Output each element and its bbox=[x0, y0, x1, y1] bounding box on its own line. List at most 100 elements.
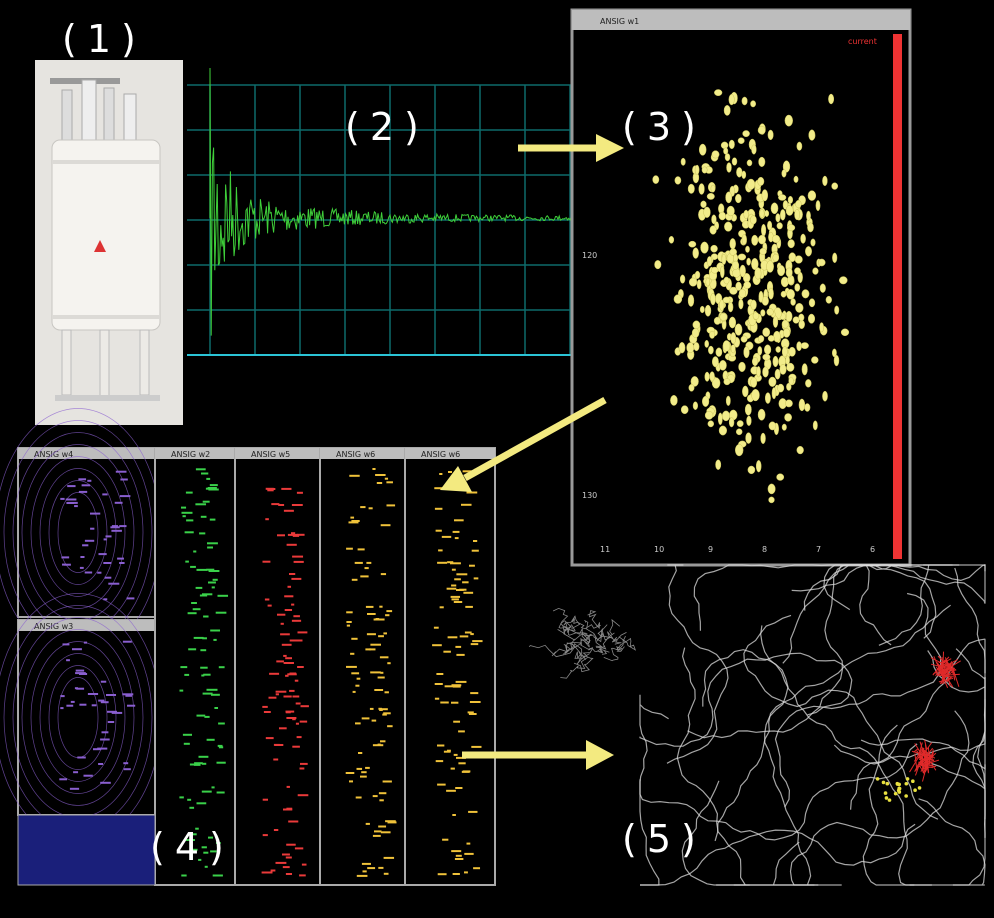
peak bbox=[809, 130, 815, 141]
peak bbox=[689, 384, 694, 391]
peak bbox=[768, 484, 775, 494]
peak bbox=[736, 282, 742, 290]
strip-peak bbox=[286, 844, 296, 846]
strip-peak bbox=[432, 644, 442, 646]
peak bbox=[702, 167, 707, 173]
strip-peak bbox=[385, 478, 388, 480]
peak bbox=[747, 179, 755, 190]
ligand-atom bbox=[904, 782, 908, 786]
strip-peak bbox=[212, 786, 215, 788]
strip-peak bbox=[99, 553, 107, 555]
strip-peak bbox=[125, 695, 132, 697]
strip-peak bbox=[82, 544, 88, 546]
strip-peak bbox=[440, 702, 448, 704]
strip-peak bbox=[186, 519, 193, 521]
peak bbox=[711, 185, 715, 192]
strip-peak bbox=[300, 721, 307, 723]
x-tick-label: 9 bbox=[708, 545, 713, 554]
ligand-atom bbox=[918, 786, 922, 790]
strip-peak bbox=[116, 471, 127, 473]
peak bbox=[839, 277, 847, 285]
peak bbox=[750, 101, 755, 107]
strip-peak bbox=[278, 504, 284, 506]
peak bbox=[805, 246, 811, 256]
strip-peak bbox=[444, 751, 451, 753]
peak bbox=[709, 331, 714, 338]
strip-peak bbox=[283, 809, 292, 811]
peak bbox=[693, 248, 699, 259]
strip-peak bbox=[193, 608, 201, 610]
strip-peak bbox=[59, 778, 67, 780]
strip-peak bbox=[274, 829, 278, 831]
peak bbox=[777, 474, 784, 481]
peak bbox=[772, 235, 780, 243]
strip-peak bbox=[180, 690, 184, 692]
strip-peak bbox=[386, 610, 392, 612]
strip-peak bbox=[269, 697, 277, 699]
strip-peak bbox=[435, 508, 443, 510]
strip-peak bbox=[274, 744, 280, 746]
strip-peak bbox=[199, 532, 205, 534]
strip-peak bbox=[386, 481, 393, 483]
peak bbox=[744, 282, 751, 289]
strip-peak bbox=[350, 517, 354, 519]
strip-peak bbox=[436, 530, 442, 532]
peak bbox=[822, 391, 827, 401]
strip-peak bbox=[108, 583, 119, 585]
strip-peak bbox=[100, 782, 111, 784]
strip-peak bbox=[300, 763, 308, 765]
ligand-atom bbox=[913, 788, 917, 792]
strip-peak bbox=[351, 520, 359, 522]
page: ANSIG w1 current 11109876120130 ANSIG w4… bbox=[0, 0, 994, 918]
ligand-atom bbox=[897, 783, 901, 787]
peak bbox=[841, 329, 849, 336]
strip-peak bbox=[298, 631, 308, 633]
strip-peak bbox=[102, 731, 109, 733]
strip-peak bbox=[349, 475, 359, 477]
strip-peak bbox=[196, 468, 206, 470]
peak bbox=[732, 269, 740, 278]
strip-peak bbox=[375, 474, 385, 476]
strip-peak bbox=[472, 640, 482, 642]
strip-peak bbox=[60, 707, 63, 709]
info-box bbox=[18, 815, 155, 885]
strip-peak bbox=[465, 606, 473, 608]
peak bbox=[828, 94, 833, 104]
strip-peak bbox=[287, 673, 296, 675]
strip-peak bbox=[202, 763, 206, 765]
strip-peak bbox=[383, 781, 392, 783]
peak bbox=[759, 157, 765, 167]
strip-peak bbox=[280, 633, 290, 635]
peak bbox=[700, 306, 704, 313]
strip-peak bbox=[365, 767, 370, 769]
peak bbox=[808, 314, 815, 323]
peak bbox=[834, 306, 838, 315]
peak bbox=[776, 346, 781, 352]
strip-peak bbox=[285, 657, 292, 659]
peak bbox=[769, 422, 776, 430]
figure: ANSIG w1 current 11109876120130 ANSIG w4… bbox=[0, 0, 994, 918]
peak bbox=[707, 256, 712, 266]
ligand-atom bbox=[885, 782, 889, 786]
peak bbox=[706, 278, 710, 286]
strip-peak bbox=[381, 831, 391, 833]
strip-peak bbox=[60, 498, 64, 500]
strip-peak bbox=[117, 558, 124, 560]
strip-peak bbox=[369, 507, 373, 509]
strip-peak bbox=[84, 642, 87, 644]
strip-peak bbox=[76, 670, 84, 672]
peak bbox=[758, 346, 762, 355]
peak bbox=[732, 261, 739, 270]
strip-peak bbox=[467, 843, 471, 845]
peak bbox=[710, 372, 715, 382]
strip-peak bbox=[346, 666, 357, 668]
peak bbox=[778, 194, 786, 200]
strip-peak bbox=[442, 839, 448, 841]
strip-peak bbox=[377, 482, 382, 484]
peak bbox=[791, 299, 796, 306]
ligand-atom bbox=[898, 790, 902, 794]
peak bbox=[711, 267, 718, 273]
strip-peak bbox=[292, 504, 303, 506]
peak bbox=[701, 242, 709, 253]
strip-peak bbox=[473, 540, 477, 542]
